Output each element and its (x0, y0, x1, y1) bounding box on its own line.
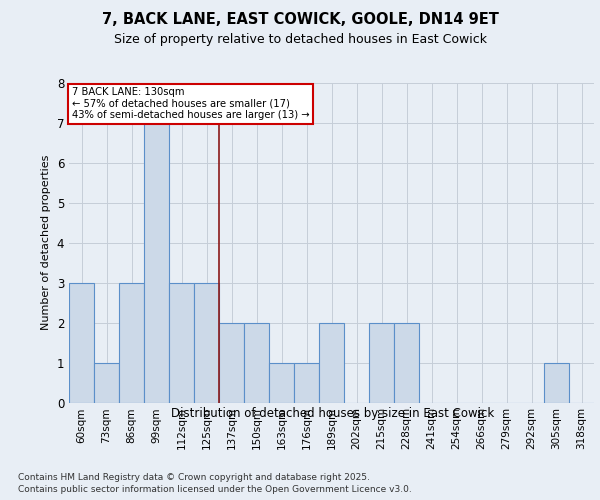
Bar (294, 362, 319, 403)
Bar (94, 362, 119, 403)
Bar (319, 322, 344, 402)
Text: Contains public sector information licensed under the Open Government Licence v3: Contains public sector information licen… (18, 485, 412, 494)
Bar (544, 362, 569, 403)
Text: Size of property relative to detached houses in East Cowick: Size of property relative to detached ho… (113, 32, 487, 46)
Text: 7, BACK LANE, EAST COWICK, GOOLE, DN14 9ET: 7, BACK LANE, EAST COWICK, GOOLE, DN14 9… (101, 12, 499, 28)
Text: Distribution of detached houses by size in East Cowick: Distribution of detached houses by size … (172, 408, 494, 420)
Bar (369, 322, 394, 402)
Bar (394, 322, 419, 402)
Bar (269, 362, 294, 403)
Bar (169, 282, 194, 403)
Bar (69, 282, 94, 403)
Text: 7 BACK LANE: 130sqm
← 57% of detached houses are smaller (17)
43% of semi-detach: 7 BACK LANE: 130sqm ← 57% of detached ho… (71, 88, 309, 120)
Bar (119, 282, 144, 403)
Y-axis label: Number of detached properties: Number of detached properties (41, 155, 51, 330)
Text: Contains HM Land Registry data © Crown copyright and database right 2025.: Contains HM Land Registry data © Crown c… (18, 472, 370, 482)
Bar (219, 322, 244, 402)
Bar (194, 282, 219, 403)
Bar (244, 322, 269, 402)
Bar (144, 122, 169, 402)
